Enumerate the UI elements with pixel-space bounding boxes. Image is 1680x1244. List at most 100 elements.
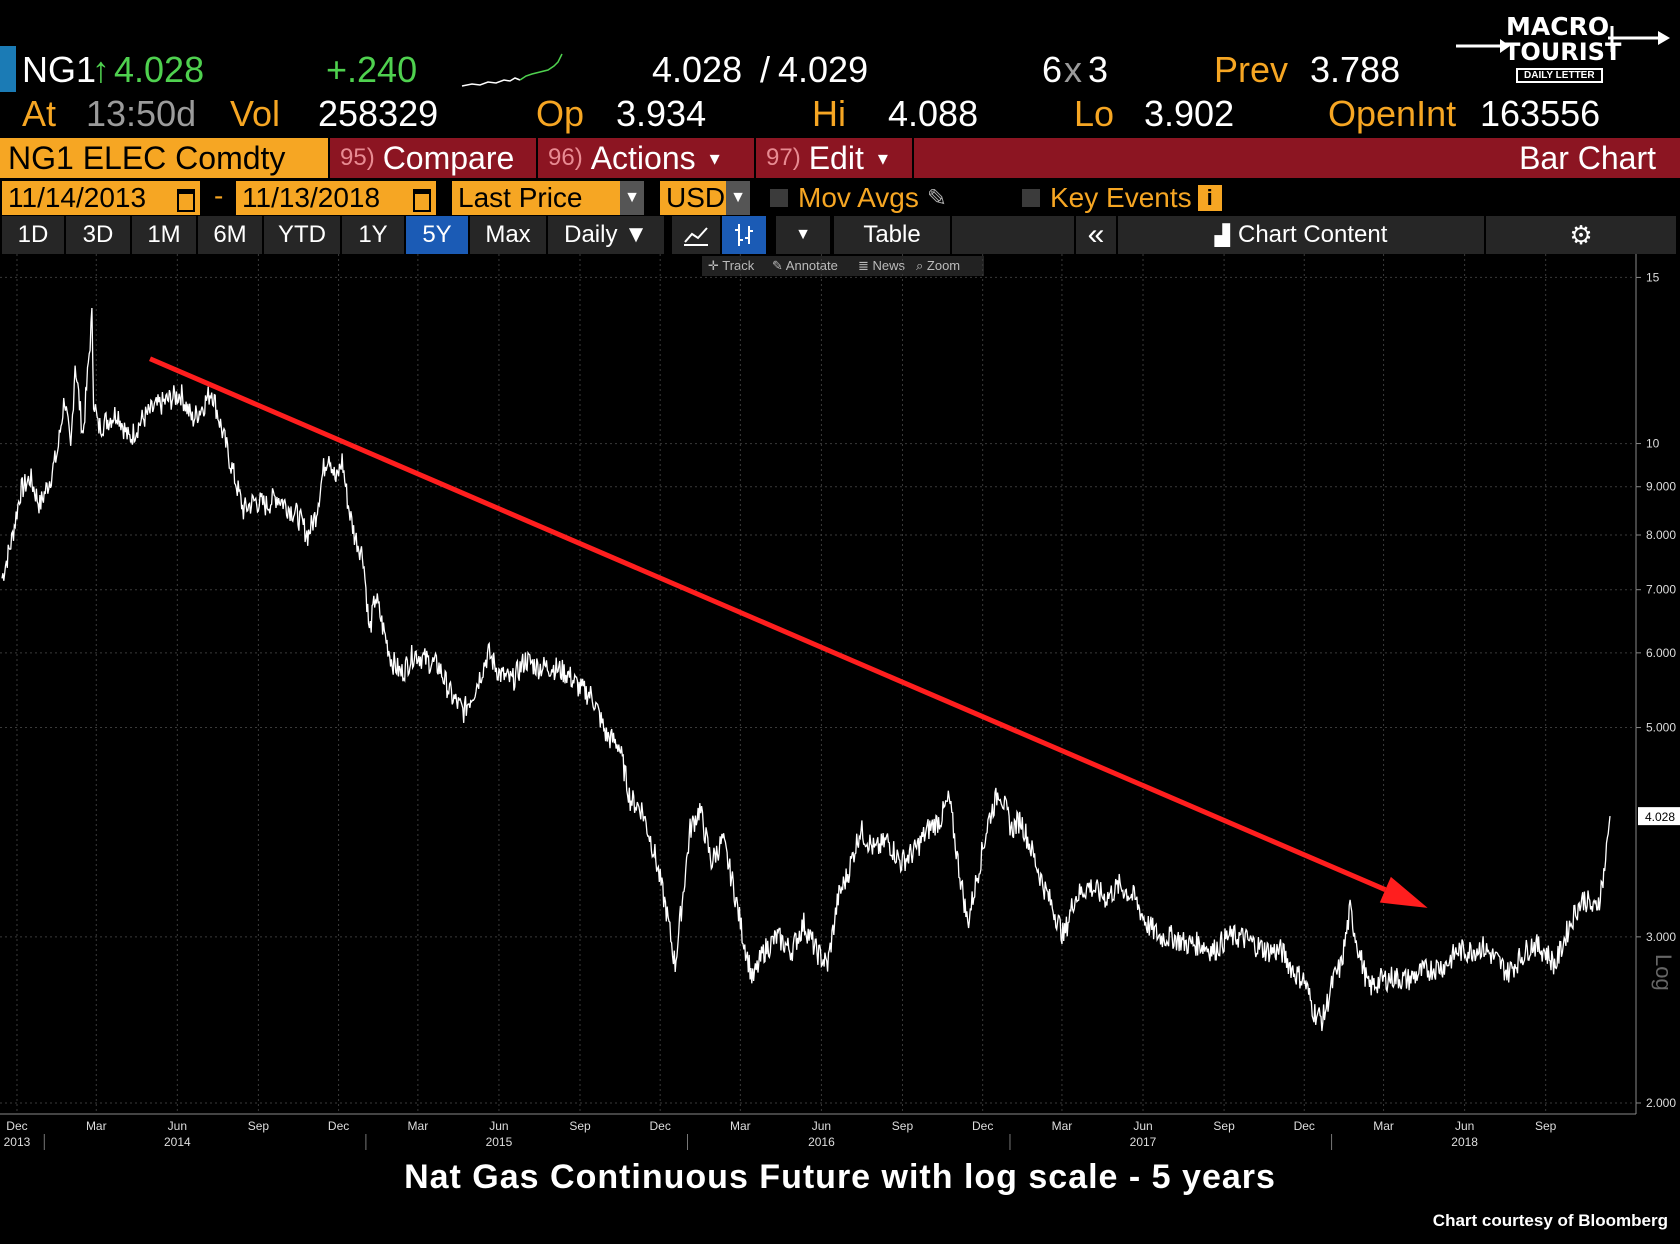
date-dash: - (214, 180, 224, 211)
y-tick-label: 2.000 (1646, 1096, 1676, 1110)
tab-1m[interactable]: 1M (132, 216, 196, 254)
y-axis-title: Log (1651, 954, 1676, 991)
x-tick-label: Sep (892, 1119, 914, 1133)
x-tick-label: Dec (972, 1119, 993, 1133)
end-date-field[interactable]: 11/13/2018 (236, 181, 412, 215)
line-chart-button[interactable] (672, 216, 720, 254)
mov-avgs-toggle[interactable]: Mov Avgs ✎ (770, 180, 947, 216)
tab-max[interactable]: Max (470, 216, 546, 254)
start-date-field[interactable]: 11/14/2013 (2, 181, 178, 215)
x-tick-label: Jun (168, 1119, 187, 1133)
y-tick-label: 5.000 (1646, 721, 1676, 735)
tab-1d[interactable]: 1D (2, 216, 64, 254)
sparkline-new (519, 53, 563, 81)
periodicity-select[interactable]: Daily ▼ (548, 216, 664, 254)
track-tool[interactable]: ✛ Track (702, 256, 776, 276)
high-value: 4.088 (888, 93, 979, 134)
x-year-label: 2014 (164, 1135, 191, 1149)
end-date: 11/13/2018 (242, 182, 381, 213)
news-tool[interactable]: ≣ News (852, 256, 920, 276)
logo-arrows-icon (1456, 26, 1670, 53)
x-tick-label: Dec (1294, 1119, 1315, 1133)
mov-avgs-label: Mov Avgs (798, 182, 919, 213)
field-select[interactable]: Last Price (452, 181, 624, 215)
x-tick-label: Mar (408, 1119, 429, 1133)
bid-price: 4.028 (652, 49, 743, 90)
tab-3d[interactable]: 3D (66, 216, 130, 254)
bar-chart-button[interactable] (722, 216, 766, 254)
last-value-box (1638, 807, 1680, 826)
key-events-label: Key Events (1050, 182, 1192, 213)
edit-button[interactable]: 97) Edit ▾ (756, 138, 914, 178)
x-tick-label: Sep (1213, 1119, 1235, 1133)
start-calendar-icon[interactable] (170, 181, 200, 215)
compare-button[interactable]: 95) Compare (330, 138, 538, 178)
actions-label: Actions (590, 139, 696, 176)
currency-value: USD (666, 182, 726, 213)
quote-time: 13:50d (86, 93, 197, 134)
net-change: +.240 (326, 49, 418, 90)
at-label: At (22, 93, 57, 134)
y-tick-label: 8.000 (1646, 528, 1676, 542)
macro-tourist-logo: MACRO TOURIST DAILY LETTER (1448, 10, 1676, 86)
open-value: 3.934 (616, 93, 707, 134)
key-events-toggle[interactable]: Key Events i (1022, 180, 1222, 216)
chart-style-dropdown[interactable]: ▼ (776, 216, 830, 254)
x-tick-label: Sep (569, 1119, 591, 1133)
chart-content-button[interactable]: ▟ Chart Content (1118, 216, 1484, 254)
tab-ytd[interactable]: YTD (264, 216, 340, 254)
chart-caption: Nat Gas Continuous Future with log scale… (404, 1158, 1276, 1196)
x-tick-label: Mar (730, 1119, 751, 1133)
y-tick-label: 10 (1646, 437, 1660, 451)
chart-type[interactable]: Bar Chart (1519, 139, 1656, 176)
volume: 258329 (318, 93, 439, 134)
pencil-icon[interactable]: ✎ (926, 184, 947, 212)
field-dropdown-icon[interactable]: ▼ (620, 181, 644, 215)
security-box[interactable]: NG1 ELEC Comdty (0, 138, 328, 178)
ask-size: 3 (1088, 49, 1109, 90)
ask-price: 4.029 (778, 49, 869, 90)
last-price: 4.028 (114, 49, 205, 90)
key-events-checkbox[interactable] (1022, 189, 1040, 207)
y-tick-label: 3.000 (1646, 930, 1676, 944)
price-chart[interactable]: Dec Mar Jun Sep Dec Mar Jun Sep Dec Mar Jun Sep Dec M… (0, 254, 1680, 1158)
low-value: 3.902 (1144, 93, 1235, 134)
y-tick-label: 7.000 (1646, 583, 1676, 597)
currency-select[interactable]: USD (660, 181, 732, 215)
x-tick-label: Jun (489, 1119, 508, 1133)
edit-label: Edit (808, 139, 864, 176)
spacer-box (952, 216, 1074, 254)
x-year-label: 2017 (1130, 1135, 1157, 1149)
info-icon[interactable]: i (1197, 185, 1222, 211)
zoom-tool[interactable]: ⌕ Zoom (910, 256, 984, 276)
up-arrow-icon: ↑ (92, 49, 110, 90)
end-calendar-icon[interactable] (406, 181, 436, 215)
tab-6m[interactable]: 6M (198, 216, 262, 254)
vol-label: Vol (230, 93, 281, 134)
x-tick-label: Jun (1455, 1119, 1474, 1133)
bid-size: 6 (1042, 49, 1063, 90)
security-name: NG1 ELEC Comdty (8, 139, 286, 176)
size-separator: x (1064, 49, 1082, 90)
ticker[interactable]: NG1 (22, 49, 97, 90)
settings-gear-icon[interactable]: ⚙ (1486, 216, 1676, 254)
tab-5y[interactable]: 5Y (406, 216, 468, 254)
x-tick-label: Sep (248, 1119, 270, 1133)
currency-dropdown-icon[interactable]: ▼ (726, 181, 750, 215)
openint-value: 163556 (1480, 93, 1601, 134)
x-tick-label: Dec (6, 1119, 27, 1133)
y-tick-label: 9.000 (1646, 480, 1676, 494)
openint-label: OpenInt (1328, 93, 1457, 134)
x-tick-label: Sep (1535, 1119, 1557, 1133)
table-button[interactable]: Table (834, 216, 950, 254)
logo-line1: MACRO (1506, 12, 1610, 41)
collapse-icon[interactable]: « (1076, 216, 1116, 254)
logo-line2: TOURIST (1504, 38, 1622, 66)
trend-arrow-line (149, 356, 1387, 892)
mov-avgs-checkbox[interactable] (770, 189, 788, 207)
x-tick-label: Mar (1052, 1119, 1073, 1133)
tab-1y[interactable]: 1Y (342, 216, 404, 254)
actions-button[interactable]: 96) Actions ▾ (538, 138, 756, 178)
x-tick-label: Jun (1133, 1119, 1152, 1133)
x-year-label: 2015 (486, 1135, 513, 1149)
